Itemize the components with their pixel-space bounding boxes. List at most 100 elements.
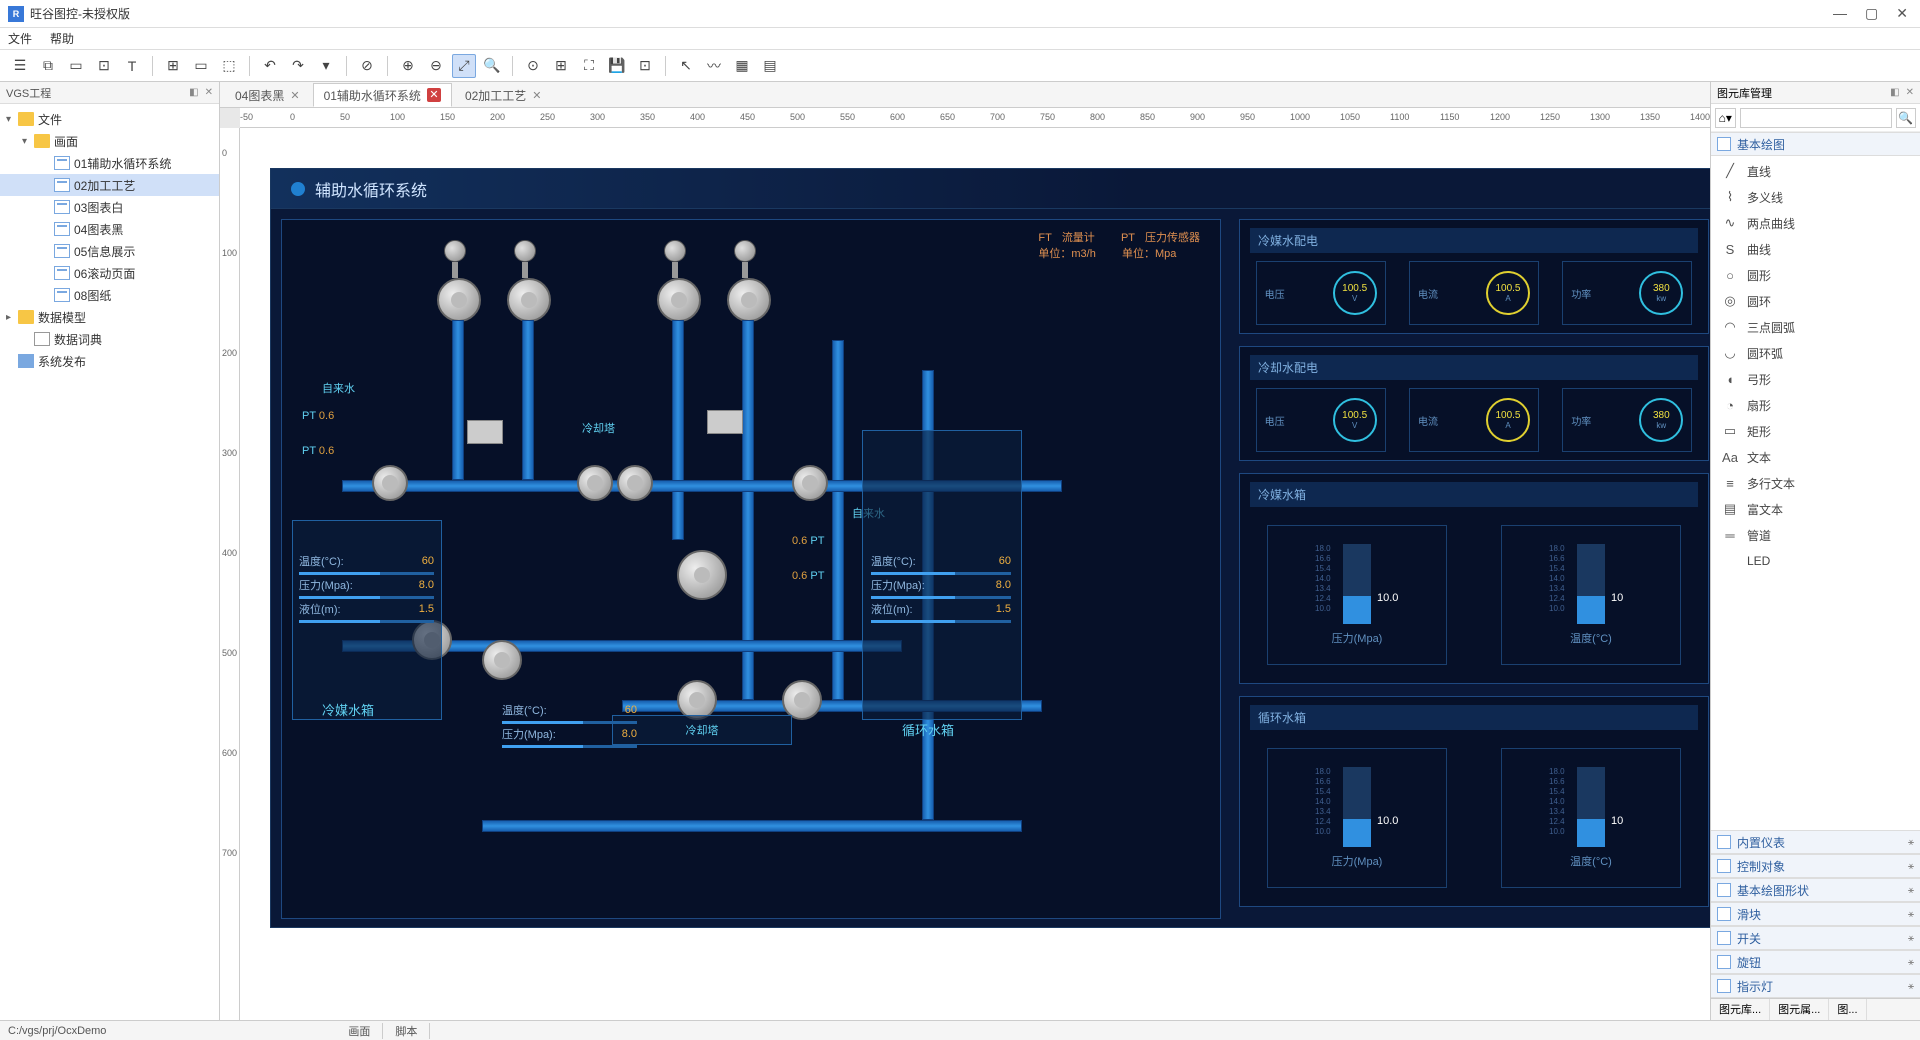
toolbar-button[interactable]: ⧉ [36,54,60,78]
minimize-button[interactable]: — [1833,5,1847,22]
process-area: FT流量计 PT压力传感器 单位：m3/h 单位：Mpa [281,219,1221,919]
menu-file[interactable]: 文件 [8,30,32,47]
toolbar-button[interactable]: ⊞ [161,54,185,78]
toolbar: ☰⧉▭⊡T⊞▭⬚↶↷▾⊘⊕⊖⤢🔍⊙⊞⛶💾⊡↖〰▦▤ [0,50,1920,82]
category-header[interactable]: 基本绘图 [1711,132,1920,156]
shape-item[interactable]: ○圆形 [1711,262,1920,288]
shape-item[interactable]: ◎圆环 [1711,288,1920,314]
search-button[interactable]: 🔍 [1896,108,1917,128]
toolbar-button[interactable]: 〰 [702,54,726,78]
document-tab[interactable]: 01辅助水循环系统✕ [313,83,452,107]
equipment-icon [707,410,743,434]
toolbar-button[interactable]: ▭ [64,54,88,78]
project-tree: ▾文件▾画面01辅助水循环系统02加工工艺03图表白04图表黑05信息展示06滚… [0,104,219,1020]
toolbar-button[interactable]: ⛶ [577,54,601,78]
cooling-tower-box: 冷却塔 [612,715,792,745]
tree-node[interactable]: 01辅助水循环系统 [0,152,219,174]
tree-node[interactable]: 系统发布 [0,350,219,372]
project-panel-title: VGS工程 [6,85,51,101]
toolbar-button[interactable]: ⊖ [424,54,448,78]
toolbar-button[interactable]: ⊘ [355,54,379,78]
toolbar-button[interactable]: ▦ [730,54,754,78]
shape-item[interactable]: ∿两点曲线 [1711,210,1920,236]
toolbar-button[interactable]: 🔍 [480,54,504,78]
category-header[interactable]: 内置仪表⚹ [1711,830,1920,854]
toolbar-button[interactable]: ⊕ [396,54,420,78]
shape-item[interactable]: ◡圆环弧 [1711,340,1920,366]
toolbar-button[interactable]: ↷ [286,54,310,78]
right-tab[interactable]: 图元属... [1770,999,1829,1020]
panel-close-icon[interactable]: ✕ [205,87,213,98]
toolbar-button[interactable]: ↶ [258,54,282,78]
shape-item[interactable]: ▤富文本 [1711,496,1920,522]
shape-item[interactable]: LED [1711,548,1920,574]
toolbar-button[interactable]: ⊙ [521,54,545,78]
toolbar-button[interactable]: ↖ [674,54,698,78]
shape-item[interactable]: ╱直线 [1711,158,1920,184]
panel-float-icon[interactable]: ◧ [1890,87,1899,98]
panel-float-icon[interactable]: ◧ [189,87,198,98]
shape-item[interactable]: Aa文本 [1711,444,1920,470]
coolant-tank: 温度(°C):60 压力(Mpa):8.0 液位(m):1.5 [292,520,442,720]
right-tab[interactable]: 图元库... [1711,999,1770,1020]
toolbar-button[interactable]: T [120,54,144,78]
toolbar-button[interactable]: 💾 [605,54,629,78]
shape-item[interactable]: ≡多行文本 [1711,470,1920,496]
pipe [522,320,534,480]
toolbar-button[interactable]: ▭ [189,54,213,78]
tree-node[interactable]: ▾画面 [0,130,219,152]
tree-node[interactable]: 05信息展示 [0,240,219,262]
label: 自来水 [322,380,355,396]
tree-node[interactable]: 02加工工艺 [0,174,219,196]
document-tab[interactable]: 04图表黑✕ [224,83,311,107]
tree-node[interactable]: 数据词典 [0,328,219,350]
tree-node[interactable]: 04图表黑 [0,218,219,240]
panel-close-icon[interactable]: ✕ [1906,87,1914,98]
menu-help[interactable]: 帮助 [50,30,74,47]
tree-node[interactable]: ▸数据模型 [0,306,219,328]
right-tab[interactable]: 图... [1829,999,1866,1020]
pump-icon [677,550,727,600]
tree-node[interactable]: 03图表白 [0,196,219,218]
toolbar-button[interactable]: ⊡ [633,54,657,78]
bottom-tab[interactable]: 脚本 [383,1023,430,1039]
toolbar-button[interactable]: ▤ [758,54,782,78]
bottom-tab[interactable]: 画面 [336,1023,383,1039]
category-header[interactable]: 旋钮⚹ [1711,950,1920,974]
shape-item[interactable]: ◔扇形 [1711,392,1920,418]
cycle-tank: 温度(°C):60 压力(Mpa):8.0 液位(m):1.5 [862,430,1022,720]
shape-item[interactable]: ◖弓形 [1711,366,1920,392]
maximize-button[interactable]: ▢ [1865,5,1878,22]
home-icon[interactable]: ⌂▾ [1715,108,1736,128]
right-panel-tabs: 图元库...图元属...图... [1711,998,1920,1020]
shape-item[interactable]: ▭矩形 [1711,418,1920,444]
toolbar-button[interactable]: ▾ [314,54,338,78]
shape-item[interactable]: ═管道 [1711,522,1920,548]
search-input[interactable] [1740,108,1892,128]
canvas[interactable]: 辅助水循环系统 FT流量计 PT压力传感器 单位：m3/h 单位：Mpa [240,128,1710,1020]
shape-item[interactable]: S曲线 [1711,236,1920,262]
category-header[interactable]: 控制对象⚹ [1711,854,1920,878]
document-tab[interactable]: 02加工工艺✕ [454,83,553,107]
close-button[interactable]: ✕ [1896,5,1908,22]
tree-node[interactable]: 06滚动页面 [0,262,219,284]
label: 冷却塔 [582,420,615,436]
category-header[interactable]: 指示灯⚹ [1711,974,1920,998]
category-header[interactable]: 滑块⚹ [1711,902,1920,926]
pump-icon [372,465,408,501]
shape-item[interactable]: ◠三点圆弧 [1711,314,1920,340]
toolbar-button[interactable]: ⊡ [92,54,116,78]
tree-node[interactable]: 08图纸 [0,284,219,306]
toolbar-button[interactable]: ⊞ [549,54,573,78]
category-header[interactable]: 基本绘图形状⚹ [1711,878,1920,902]
toolbar-button[interactable]: ⤢ [452,54,476,78]
shape-item[interactable]: ⌇多义线 [1711,184,1920,210]
toolbar-button[interactable]: ⬚ [217,54,241,78]
tree-node[interactable]: ▾文件 [0,108,219,130]
power-panel-1: 冷媒水配电 电压100.5V 电流100.5A 功率380kw [1239,219,1709,334]
category-header[interactable]: 开关⚹ [1711,926,1920,950]
toolbar-button[interactable]: ☰ [8,54,32,78]
canvas-area: 04图表黑✕01辅助水循环系统✕02加工工艺✕ -500501001502002… [220,82,1710,1020]
menu-bar: 文件 帮助 [0,28,1920,50]
title-bar: R 旺谷图控-未授权版 — ▢ ✕ [0,0,1920,28]
